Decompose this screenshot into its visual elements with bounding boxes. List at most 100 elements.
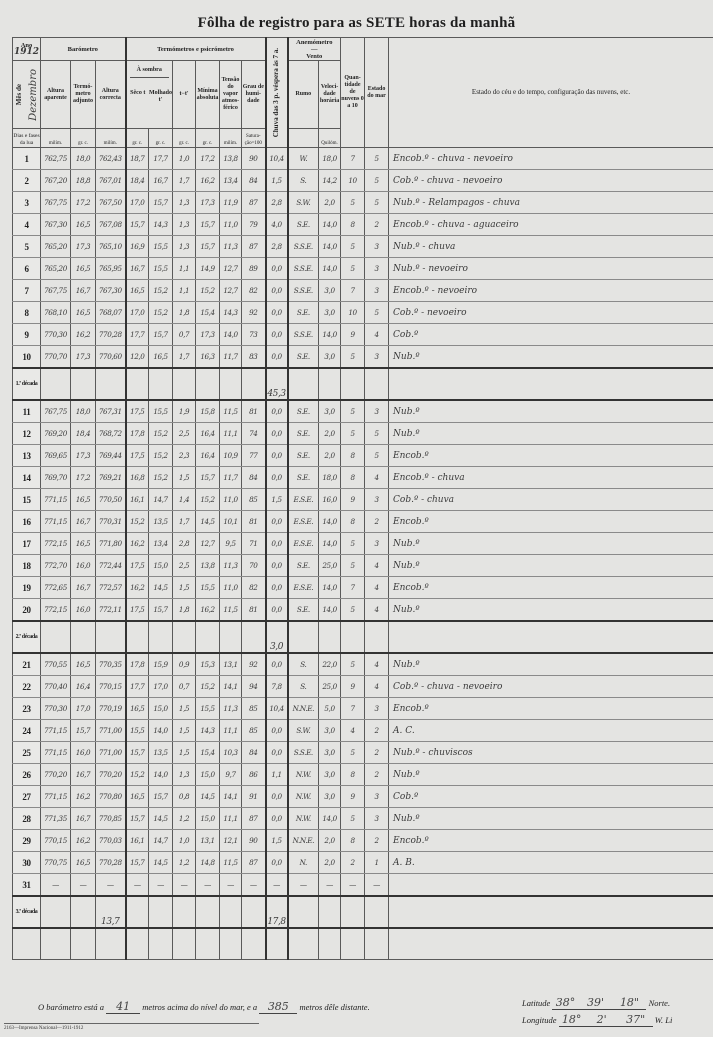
day-number: 10 — [12, 345, 41, 369]
alt-ap-cell: 770,40 — [40, 675, 71, 698]
molhado-cell: 15,0 — [148, 554, 174, 577]
minima-cell: 14,5 — [195, 510, 221, 533]
barometer-header: Barómetro — [39, 37, 127, 61]
rumo-cell: S.E. — [286, 466, 320, 489]
term-cell: 17,3 — [70, 235, 96, 258]
seco-cell — [124, 895, 150, 929]
unit-tensao: milím. — [219, 128, 243, 148]
day-number: 25 — [12, 741, 41, 764]
alt-ap-cell: 767,75 — [40, 191, 71, 214]
sky-state-header: Estado do céu e do tempo, configuração d… — [388, 37, 713, 148]
chuva-cell: — — [264, 873, 289, 897]
blank-cell — [219, 927, 243, 960]
minima-cell: 16,3 — [195, 345, 221, 369]
barometer-note: O barómetro está a 41 metros acima do ní… — [38, 1000, 370, 1014]
humid-cell: 85 — [241, 719, 267, 742]
t-diff-cell: 1,3 — [172, 763, 197, 786]
rumo-cell: S.E. — [286, 422, 320, 445]
alt-corr-cell: 770,60 — [94, 345, 127, 369]
nuvens-cell: 7 — [340, 697, 366, 720]
alt-ap-cell: 765,20 — [40, 235, 71, 258]
tensao-cell: 13,8 — [219, 147, 243, 170]
blank-cell — [241, 927, 267, 960]
t-diff-cell: 0,7 — [172, 323, 197, 346]
seco-cell: 16,2 — [124, 576, 150, 599]
day-number: 1 — [12, 147, 41, 170]
minima-cell: 13,1 — [195, 829, 221, 852]
minima-cell: 15,4 — [195, 741, 221, 764]
nuvens-cell: 5 — [340, 532, 366, 555]
nuvens-cell: 9 — [340, 488, 366, 511]
day-row: 23 770,30 17,0 770,19 16,5 15,0 1,5 15,5 11,3 85 1… — [12, 697, 713, 720]
tensao-cell: 11,1 — [219, 719, 243, 742]
day-number: 16 — [12, 510, 41, 533]
sky-state-cell: A. B. — [388, 851, 713, 874]
day-number: 21 — [12, 652, 41, 676]
term-cell: 16,2 — [70, 323, 96, 346]
chuva-cell: 0,0 — [264, 279, 289, 302]
molhado-cell: 14,5 — [148, 807, 174, 830]
tensao-cell: 11,0 — [219, 576, 243, 599]
alt-ap-cell: 771,15 — [40, 488, 71, 511]
year-cell: Ano 1912 — [12, 37, 41, 61]
molhado-cell: 13,5 — [148, 741, 174, 764]
unit-velocidade: Quilóm. — [318, 128, 342, 148]
rumo-cell: N.W. — [286, 807, 320, 830]
day-number: 12 — [12, 422, 41, 445]
nuvens-cell: 10 — [340, 301, 366, 324]
molhado-cell: 16,5 — [148, 345, 174, 369]
minima-cell: 16,2 — [195, 169, 221, 192]
seco-cell: 16,1 — [124, 829, 150, 852]
seco-cell: 17,8 — [124, 422, 150, 445]
blank-cell — [40, 927, 71, 960]
mar-cell: 5 — [364, 301, 390, 324]
tensao-cell: 11,5 — [219, 598, 243, 622]
day-number: 27 — [12, 785, 41, 808]
vel-cell: 14,0 — [318, 235, 342, 258]
seco-cell: 17,5 — [124, 554, 150, 577]
day-number: 13 — [12, 444, 41, 467]
t-diff-cell: 1,9 — [172, 399, 197, 423]
decade-summary-row: 1.ª década 45,3 — [12, 367, 713, 401]
mar-cell: 3 — [364, 488, 390, 511]
alt-ap-cell: 770,55 — [40, 652, 71, 676]
t-diff-cell: 1,0 — [172, 147, 197, 170]
mar-cell: 3 — [364, 235, 390, 258]
seco-cell: 17,5 — [124, 444, 150, 467]
rumo-cell: S.S.E. — [286, 279, 320, 302]
alt-ap-cell: 771,15 — [40, 510, 71, 533]
tensao-cell: — — [219, 873, 243, 897]
vel-cell: 14,0 — [318, 807, 342, 830]
tensao-cell: 13,4 — [219, 169, 243, 192]
mar-cell: 1 — [364, 851, 390, 874]
mar-cell: 3 — [364, 532, 390, 555]
t-diff-cell: 1,7 — [172, 345, 197, 369]
vel-cell: 3,0 — [318, 399, 342, 423]
sky-state-cell: Nub.º - chuva — [388, 235, 713, 258]
humid-cell: 77 — [241, 444, 267, 467]
humid-cell: 92 — [241, 301, 267, 324]
chuva-cell: 0,0 — [264, 719, 289, 742]
unit-seco: gr. c. — [124, 128, 150, 148]
molhado-cell: 15,7 — [148, 323, 174, 346]
alt-ap-cell: 771,15 — [40, 741, 71, 764]
minima-cell: 15,4 — [195, 301, 221, 324]
minima-cell: 15,0 — [195, 807, 221, 830]
vel-cell: 3,0 — [318, 279, 342, 302]
sky-state-cell: Encob.º - nevoeiro — [388, 279, 713, 302]
t-diff-cell — [172, 367, 197, 401]
molhado-cell: 15,2 — [148, 301, 174, 324]
term-cell: 17,0 — [70, 697, 96, 720]
sky-state-cell: Nub.º — [388, 399, 713, 423]
rumo-cell: N.N.E. — [286, 697, 320, 720]
rumo-cell: E.S.E. — [286, 488, 320, 511]
rumo-cell: S. — [286, 169, 320, 192]
day-row: 12 769,20 18,4 768,72 17,8 15,2 2,5 16,4 11,1 74 0… — [12, 422, 713, 445]
register-table: Ano 1912 Barómetro Termómetros e psicróme… — [12, 37, 713, 960]
seco-cell: 15,7 — [124, 741, 150, 764]
blank-cell — [94, 927, 127, 960]
minima-cell: 17,2 — [195, 147, 221, 170]
alt-ap-cell: 770,70 — [40, 345, 71, 369]
alt-corr-cell: 770,85 — [94, 807, 127, 830]
term-cell: 16,7 — [70, 763, 96, 786]
